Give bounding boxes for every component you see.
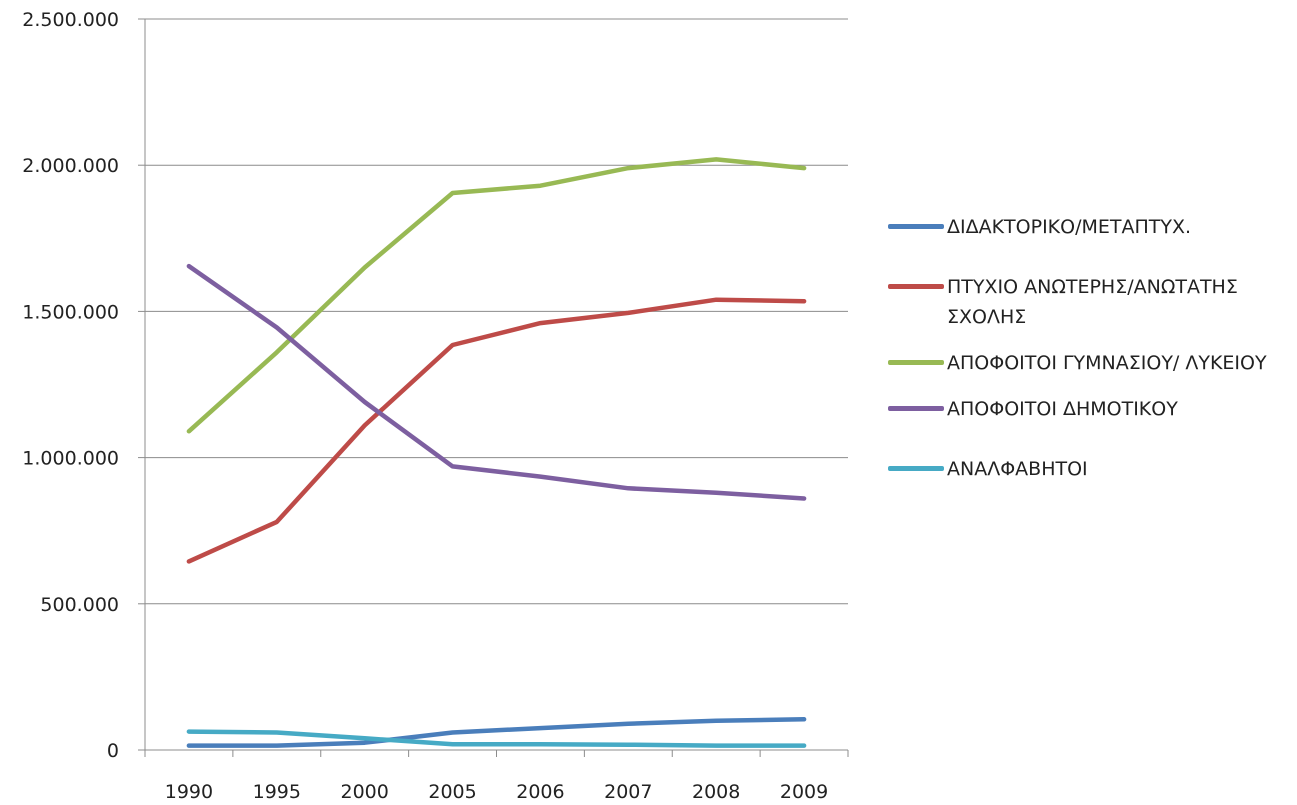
- legend-label-university-degree: ΠΤΥΧΙΟ ΑΝΩΤΕΡΗΣ/ΑΝΩΤΑΤΗΣ ΣΧΟΛΗΣ: [947, 276, 1238, 328]
- series-line-0: [186, 717, 807, 748]
- series-line-2: [186, 157, 807, 434]
- legend-swatch-university-degree: [888, 284, 944, 289]
- x-tick-label: 2000: [341, 781, 389, 803]
- x-tick-label: 2006: [516, 781, 564, 803]
- legend-item-university-degree: ΠΤΥΧΙΟ ΑΝΩΤΕΡΗΣ/ΑΝΩΤΑΤΗΣ ΣΧΟΛΗΣ: [885, 272, 1290, 332]
- legend-item-illiterate: ΑΝΑΛΦΑΒΗΤΟΙ: [885, 454, 1290, 484]
- legend-label-high-school: ΑΠΟΦΟΙΤΟΙ ΓΥΜΝΑΣΙΟΥ/ ΛΥΚΕΙΟΥ: [947, 352, 1267, 374]
- y-tick-label: 1.500.000: [22, 301, 119, 323]
- y-tick-label: 2.000.000: [22, 155, 119, 177]
- legend-label-primary-school: ΑΠΟΦΟΙΤΟΙ ΔΗΜΟΤΙΚΟΥ: [947, 398, 1178, 420]
- legend-swatch-high-school: [888, 360, 944, 365]
- legend-label-illiterate: ΑΝΑΛΦΑΒΗΤΟΙ: [947, 458, 1088, 480]
- y-tick-label: 0: [107, 740, 119, 762]
- x-tick-label: 1995: [253, 781, 301, 803]
- legend-item-primary-school: ΑΠΟΦΟΙΤΟΙ ΔΗΜΟΤΙΚΟΥ: [885, 394, 1290, 424]
- legend-item-doctorate: ΔΙΔΑΚΤΟΡΙΚΟ/ΜΕΤΑΠΤΥΧ.: [885, 212, 1290, 242]
- x-tick-label: 2009: [780, 781, 828, 803]
- y-tick-label: 500.000: [40, 594, 119, 616]
- series-line-3: [186, 263, 807, 501]
- legend-label-doctorate: ΔΙΔΑΚΤΟΡΙΚΟ/ΜΕΤΑΠΤΥΧ.: [947, 216, 1192, 238]
- y-tick-label: 1.000.000: [22, 448, 119, 470]
- legend-swatch-primary-school: [888, 406, 944, 411]
- legend-swatch-doctorate: [888, 224, 944, 229]
- x-tick-label: 2007: [604, 781, 652, 803]
- legend-item-high-school: ΑΠΟΦΟΙΤΟΙ ΓΥΜΝΑΣΙΟΥ/ ΛΥΚΕΙΟΥ: [885, 348, 1290, 378]
- x-tick-label: 1990: [165, 781, 213, 803]
- x-tick-label: 2008: [692, 781, 740, 803]
- legend: ΔΙΔΑΚΤΟΡΙΚΟ/ΜΕΤΑΠΤΥΧ. ΠΤΥΧΙΟ ΑΝΩΤΕΡΗΣ/ΑΝ…: [885, 212, 1290, 484]
- legend-swatch-illiterate: [888, 466, 944, 471]
- y-tick-label: 2.500.000: [22, 9, 119, 31]
- series-line-1: [186, 297, 807, 564]
- series-line-4: [186, 729, 807, 748]
- x-tick-label: 2005: [428, 781, 476, 803]
